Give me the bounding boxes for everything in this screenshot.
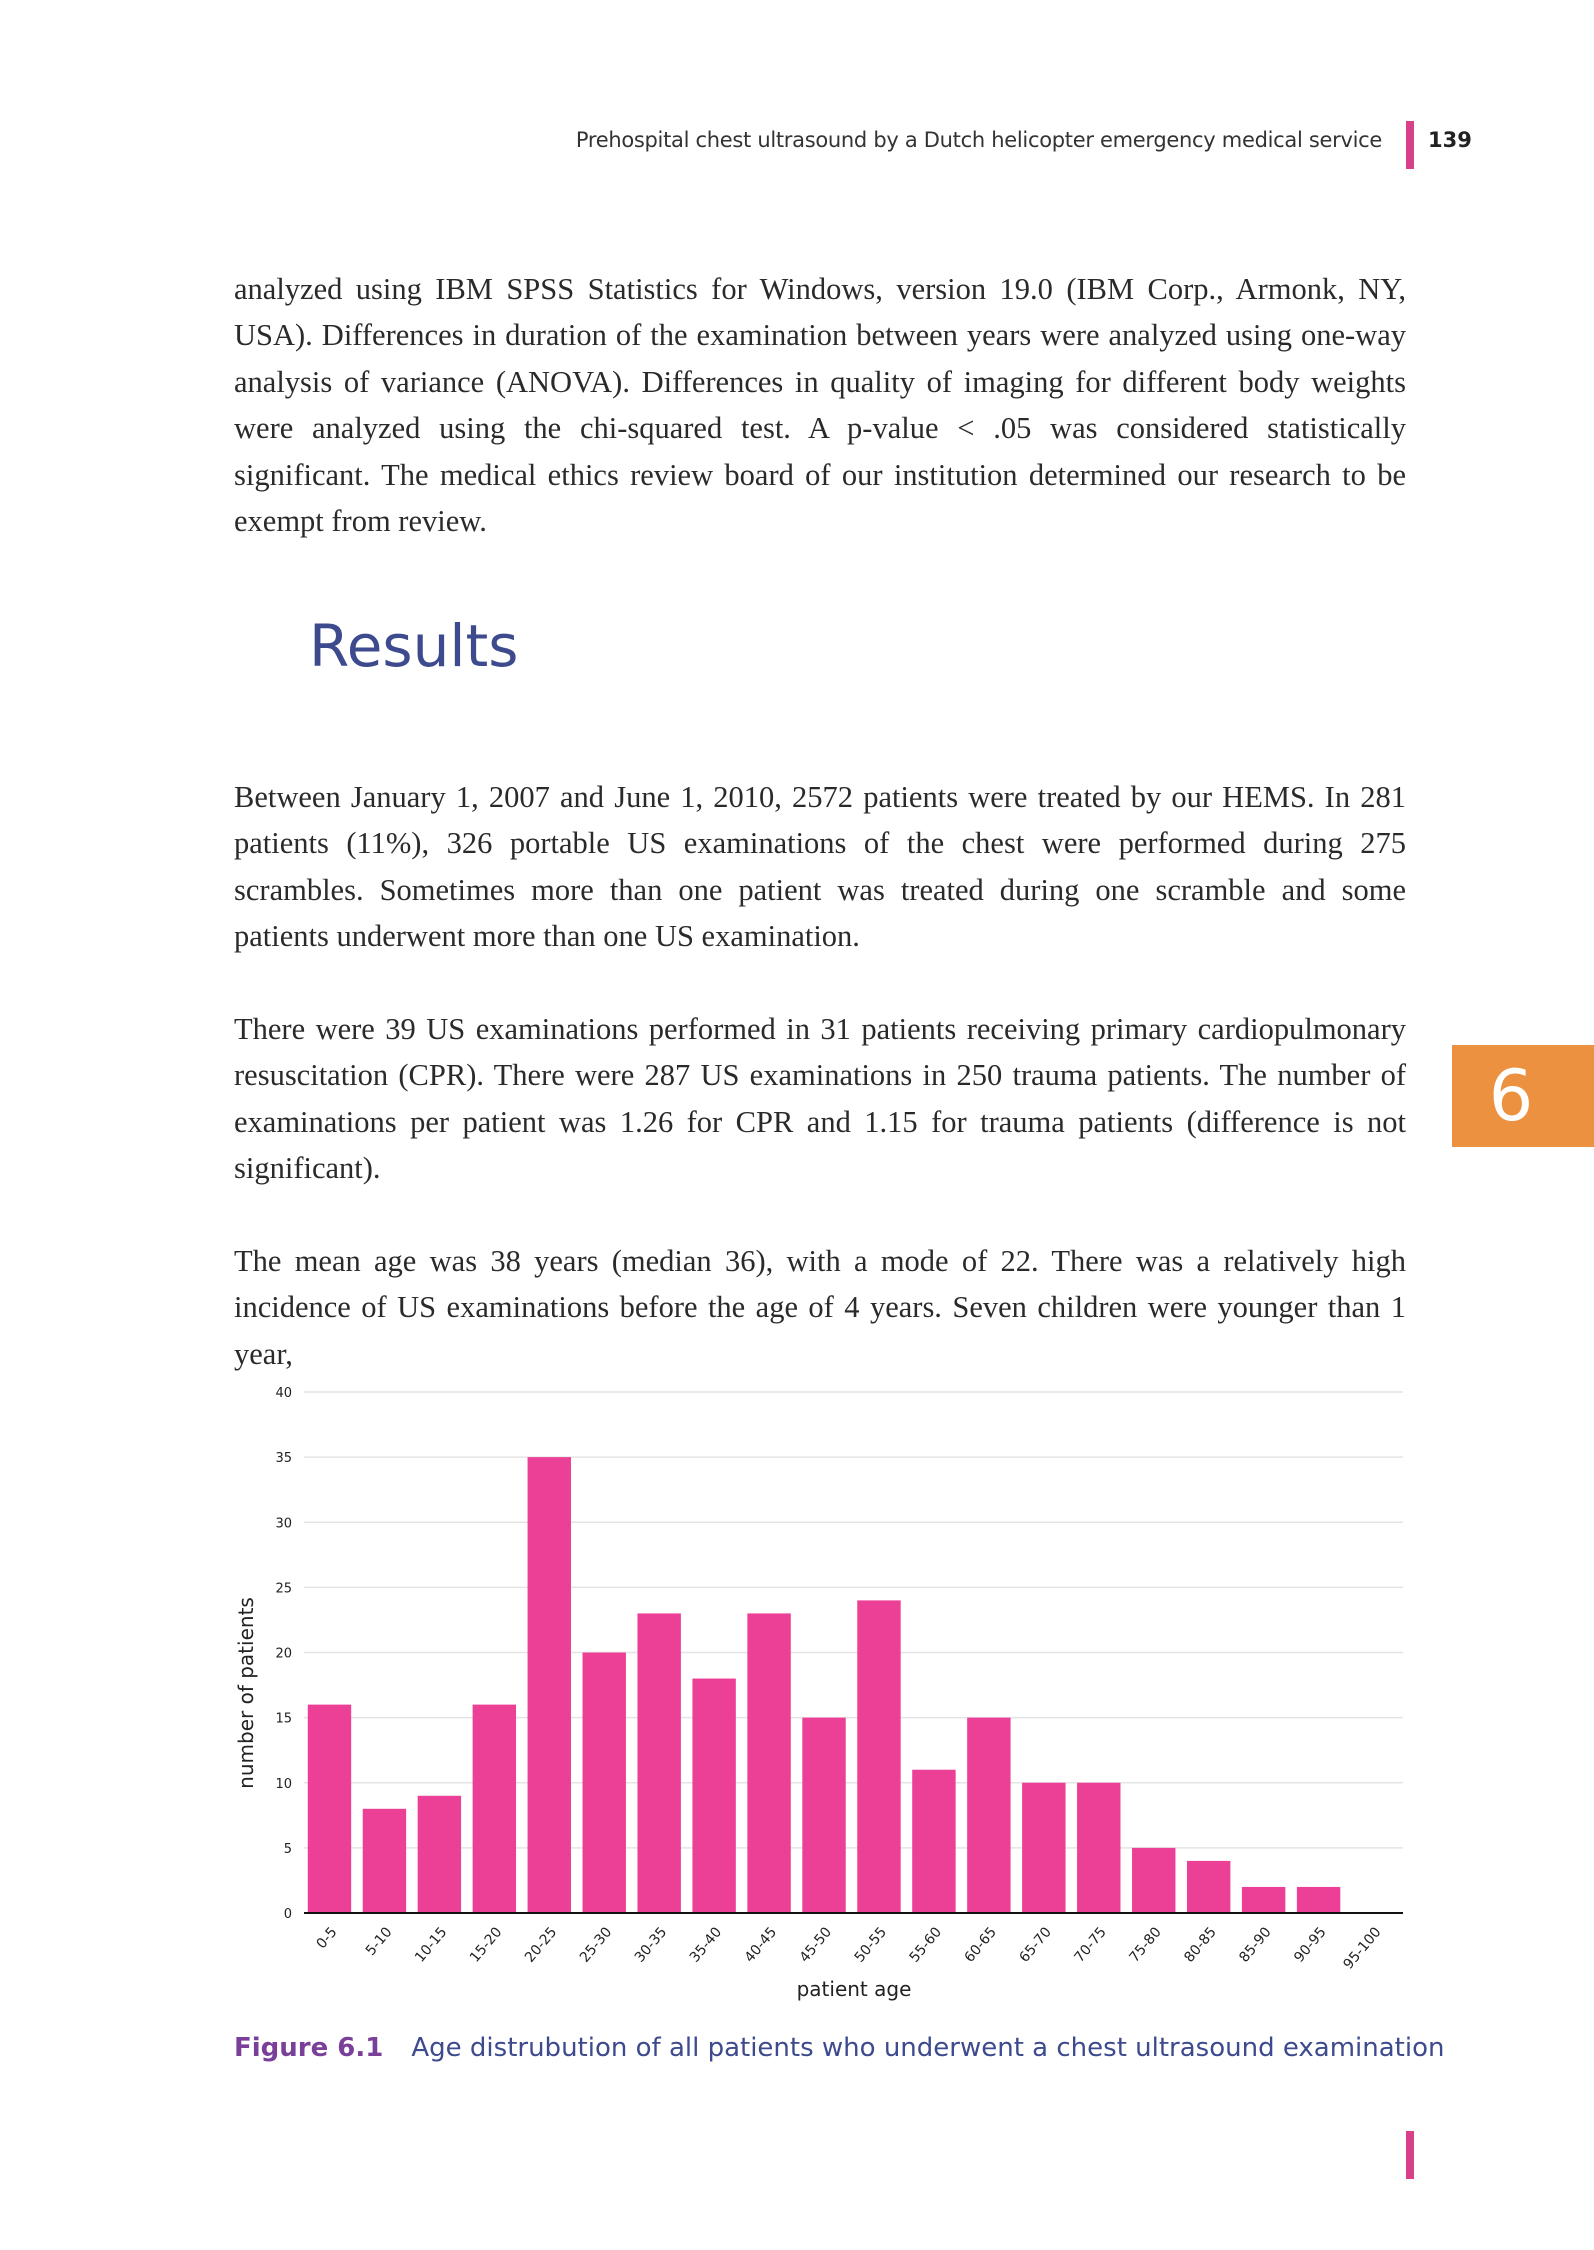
- x-tick-label: 40-45: [742, 1924, 780, 1965]
- figure-caption-text: Age distrubution of all patients who und…: [411, 2033, 1445, 2063]
- running-title: Prehospital chest ultrasound by a Dutch …: [575, 128, 1382, 152]
- x-tick-label: 25-30: [577, 1924, 615, 1965]
- paragraph-methods-end: analyzed using IBM SPSS Statistics for W…: [234, 272, 1406, 539]
- y-tick-label: 20: [275, 1647, 292, 1662]
- bar-60-65: [967, 1717, 1011, 1913]
- x-tick-label: 55-60: [907, 1924, 945, 1965]
- bar-85-90: [1241, 1886, 1286, 1913]
- x-tick-label: 45-50: [797, 1924, 835, 1965]
- bar-35-40: [692, 1678, 736, 1913]
- x-tick-label: 5-10: [363, 1924, 396, 1959]
- x-tick-label: 20-25: [522, 1924, 560, 1965]
- section-heading-results: Results: [309, 612, 519, 680]
- x-tick-label: 60-65: [962, 1924, 1000, 1965]
- bar-5-10: [362, 1808, 407, 1913]
- chapter-tab: 6: [1452, 1045, 1594, 1147]
- y-tick-label: 5: [284, 1842, 292, 1857]
- y-tick-label: 15: [275, 1712, 292, 1727]
- footer-accent-bar: [1406, 2131, 1414, 2179]
- x-tick-label: 85-90: [1236, 1924, 1274, 1965]
- paragraph-results-3: The mean age was 38 years (median 36), w…: [234, 1244, 1406, 1371]
- y-axis-label: number of patients: [234, 1597, 258, 1789]
- y-tick-label: 10: [275, 1777, 292, 1792]
- bar-75-80: [1132, 1847, 1176, 1913]
- bar-65-70: [1022, 1782, 1066, 1913]
- x-tick-label: 95-100: [1340, 1924, 1384, 1972]
- y-tick-label: 25: [275, 1581, 292, 1596]
- bar-15-20: [472, 1704, 517, 1913]
- bar-30-35: [637, 1613, 681, 1913]
- figure-label: Figure 6.1: [234, 2033, 384, 2063]
- y-tick-label: 30: [275, 1516, 292, 1531]
- page-number: 139: [1428, 128, 1472, 152]
- x-tick-label: 65-70: [1016, 1924, 1054, 1965]
- paragraph-results-1: Between January 1, 2007 and June 1, 2010…: [234, 780, 1406, 954]
- y-tick-label: 35: [275, 1451, 292, 1466]
- x-tick-label: 75-80: [1126, 1924, 1164, 1965]
- bar-25-30: [582, 1652, 626, 1913]
- bar-20-25: [527, 1457, 571, 1913]
- figure-caption: Figure 6.1 Age distrubution of all patien…: [234, 2033, 1444, 2063]
- bar-45-50: [802, 1717, 846, 1913]
- y-tick-label: 0: [284, 1907, 292, 1922]
- bar-0-5: [307, 1704, 352, 1913]
- x-tick-label: 35-40: [687, 1924, 725, 1965]
- bar-90-95: [1296, 1886, 1341, 1913]
- paragraph-results-2: There were 39 US examinations performed …: [234, 1012, 1406, 1186]
- x-tick-label: 70-75: [1071, 1924, 1109, 1965]
- bar-50-55: [857, 1600, 901, 1913]
- bar-55-60: [912, 1769, 956, 1913]
- x-tick-label: 0-5: [314, 1924, 341, 1952]
- x-axis-label: patient age: [797, 1977, 912, 2001]
- x-tick-label: 90-95: [1291, 1924, 1329, 1965]
- bar-40-45: [747, 1613, 791, 1913]
- y-tick-label: 40: [275, 1386, 292, 1401]
- x-tick-label: 10-15: [412, 1924, 450, 1965]
- x-tick-label: 50-55: [852, 1924, 890, 1965]
- header-accent-bar: [1406, 121, 1414, 169]
- x-tick-label: 15-20: [467, 1924, 505, 1965]
- x-tick-label: 80-85: [1181, 1924, 1219, 1965]
- bar-80-85: [1186, 1860, 1231, 1913]
- bar-70-75: [1077, 1782, 1121, 1913]
- x-tick-label: 30-35: [632, 1924, 670, 1965]
- chapter-number: 6: [1488, 1055, 1534, 1137]
- bar-10-15: [417, 1795, 462, 1913]
